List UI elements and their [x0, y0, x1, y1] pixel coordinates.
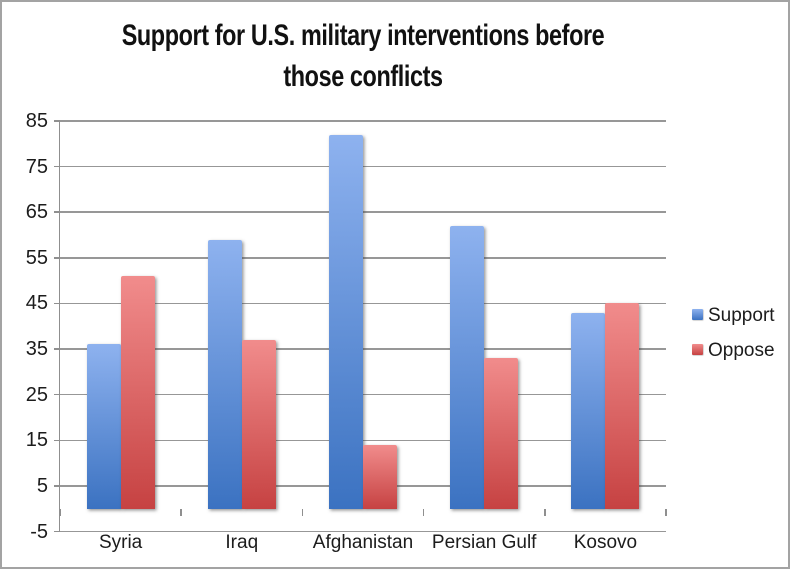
x-axis-label-persian-gulf: Persian Gulf	[431, 532, 537, 553]
x-axis-tick-4	[544, 508, 546, 516]
gridline-35	[60, 348, 666, 350]
x-axis-tick-5	[665, 508, 667, 516]
gridline-25	[60, 393, 666, 396]
gridline-45	[60, 302, 666, 305]
y-axis-tick-55	[54, 257, 60, 259]
x-axis-tick-2	[301, 508, 304, 516]
y-axis-label-75: 75	[25, 155, 48, 178]
y-axis-label-55: 55	[25, 246, 48, 269]
gridline-55	[60, 257, 666, 259]
x-axis-label-syria: Syria	[98, 532, 143, 553]
bar-support-iraq	[207, 239, 242, 509]
x-axis-tick-1	[180, 508, 182, 516]
y-axis-label-5: 5	[36, 474, 48, 497]
bar-oppose-syria	[120, 276, 155, 509]
y-axis-tick-5	[54, 485, 60, 487]
gridline-65	[60, 211, 666, 213]
bar-support-afghanistan	[329, 134, 363, 509]
legend-item-support: Support	[692, 305, 775, 326]
legend-label-oppose: Oppose	[708, 340, 775, 361]
y-axis-label-65: 65	[25, 201, 48, 224]
bar-oppose-persian-gulf	[484, 358, 519, 509]
legend-swatch-oppose	[692, 344, 703, 355]
gridline-85	[60, 120, 666, 122]
y-axis-label-45: 45	[25, 292, 48, 315]
bar-oppose-iraq	[241, 339, 276, 509]
y-axis-label-15: 15	[25, 429, 48, 452]
bar-support-persian-gulf	[450, 225, 485, 509]
y-axis-tick--5	[54, 530, 60, 533]
legend-item-oppose: Oppose	[692, 340, 775, 361]
x-axis-label-kosovo: Kosovo	[573, 532, 638, 553]
y-axis-label--5: -5	[30, 520, 48, 543]
y-axis-tick-45	[54, 302, 60, 305]
y-axis-tick-25	[54, 393, 60, 396]
legend: Support Oppose	[692, 305, 775, 375]
y-axis-tick-75	[54, 165, 60, 168]
bar-oppose-afghanistan	[363, 444, 397, 509]
y-axis-tick-35	[54, 348, 60, 350]
y-axis-label-85: 85	[25, 110, 48, 132]
x-axis-label-afghanistan: Afghanistan	[312, 532, 414, 553]
y-axis-label-25: 25	[25, 383, 48, 406]
gridline-15	[60, 439, 666, 442]
y-axis-tick-65	[54, 211, 60, 213]
y-axis-tick-15	[54, 439, 60, 442]
bar-oppose-kosovo	[605, 303, 640, 509]
bar-support-syria	[86, 344, 121, 509]
legend-swatch-support	[692, 309, 703, 320]
y-axis-label-35: 35	[25, 338, 48, 361]
legend-label-support: Support	[708, 305, 775, 326]
gridline-75	[60, 165, 666, 168]
gridline--5	[60, 530, 666, 533]
x-axis-tick-0	[59, 508, 61, 516]
chart-title: Support for U.S. military interventions …	[121, 19, 605, 93]
y-axis-tick-85	[54, 120, 60, 122]
x-axis-label-iraq: Iraq	[225, 532, 259, 553]
x-axis-tick-3	[422, 508, 425, 516]
bar-support-kosovo	[571, 312, 606, 509]
y-axis-line	[58, 121, 60, 532]
